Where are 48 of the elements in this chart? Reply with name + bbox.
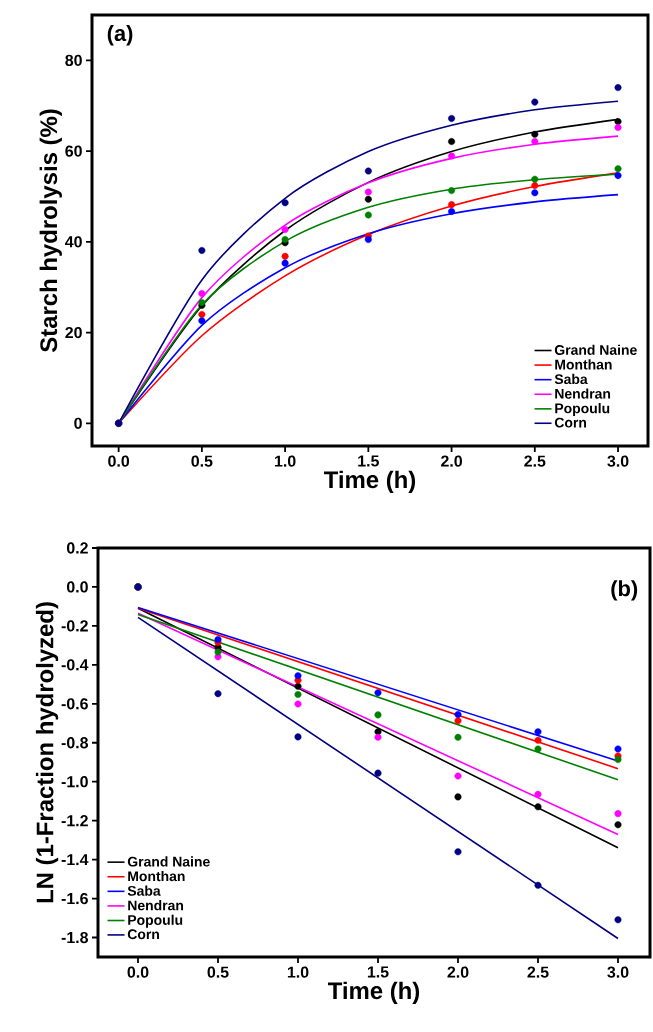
x-tick-label: 2.0 — [447, 966, 469, 978]
y-tick-label: 40 — [65, 236, 82, 248]
legend-label: Grand Naine — [554, 344, 637, 355]
y-axis-title: Starch hydrolysis (%) — [39, 109, 62, 353]
x-tick-label: 0.5 — [191, 455, 213, 467]
legend-label: Popoulu — [555, 403, 610, 417]
x-axis-title: Time (h) — [323, 470, 416, 493]
x-tick-label: 0.0 — [108, 455, 130, 467]
legend-label: Saba — [554, 373, 588, 385]
legend-label: Monthan — [555, 359, 612, 370]
x-tick-label: 1.0 — [275, 455, 296, 467]
x-tick-label: 0.0 — [127, 966, 149, 978]
legend-label: Saba — [127, 885, 161, 896]
x-axis-title: Time (h) — [327, 981, 420, 1004]
y-tick-label: -1.6 — [61, 892, 88, 905]
legend-label: Nendran — [555, 388, 611, 399]
legend-label: Corn — [127, 929, 159, 940]
y-tick-label: 0.2 — [66, 542, 88, 554]
y-tick-label: 80 — [65, 54, 82, 66]
legend-label: Monthan — [128, 870, 185, 882]
y-tick-label: -1.0 — [61, 776, 88, 788]
legend-label: Grand Naine — [127, 856, 210, 867]
x-tick-label: 1.5 — [358, 455, 379, 467]
annotation: (a) — [107, 24, 133, 46]
legend-label: Corn — [554, 417, 587, 428]
y-axis-title: LN (1-Fraction hydrolyzed) — [35, 602, 59, 903]
y-tick-label: -0.4 — [61, 659, 89, 671]
y-tick-label: -1.2 — [61, 815, 88, 827]
x-tick-label: 0.5 — [207, 966, 229, 978]
x-tick-label: 1.5 — [367, 966, 389, 978]
y-tick-label: -0.8 — [61, 737, 89, 749]
legend-label: Popoulu — [128, 914, 183, 928]
y-tick-label: -1.8 — [61, 931, 89, 944]
y-tick-label: 20 — [65, 326, 82, 339]
legend-label: Nendran — [128, 900, 183, 911]
y-tick-label: -0.6 — [61, 698, 88, 710]
y-tick-label: -0.2 — [61, 620, 88, 632]
x-tick-label: 3.0 — [607, 455, 629, 467]
x-tick-label: 1.0 — [287, 966, 309, 978]
x-tick-label: 2.5 — [524, 455, 546, 467]
y-tick-label: 0.0 — [66, 581, 88, 593]
x-tick-label: 2.0 — [441, 455, 462, 467]
y-tick-label: 60 — [65, 145, 82, 157]
annotation: (b) — [611, 580, 638, 601]
y-tick-label: -1.4 — [61, 854, 89, 866]
x-tick-label: 2.5 — [527, 966, 549, 978]
x-tick-label: 3.0 — [607, 966, 629, 978]
y-tick-label: 0 — [74, 417, 82, 429]
